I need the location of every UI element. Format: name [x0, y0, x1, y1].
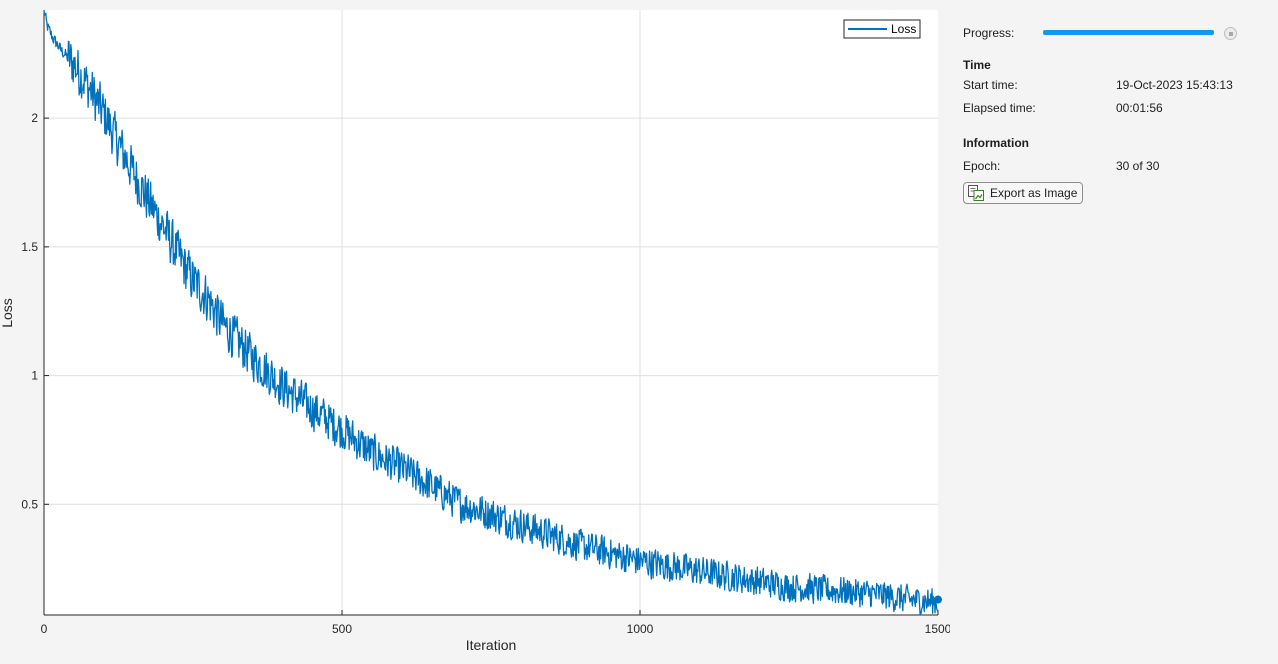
x-tick-label: 0	[41, 622, 48, 636]
x-tick-label: 500	[332, 622, 352, 636]
y-tick-label: 0.5	[21, 497, 38, 511]
export-as-image-button[interactable]: Export as Image	[963, 182, 1084, 204]
epoch-label: Epoch:	[963, 159, 1001, 173]
x-tick-label: 1500	[925, 622, 950, 636]
x-axis-title: Iteration	[466, 637, 517, 653]
y-tick-label: 1.5	[21, 240, 38, 254]
chart-svg: 0 500 1000 1500 0.5 1 1.5 2 Iteration Loss Loss	[0, 9, 950, 653]
elapsed-time-value: 00:01:56	[1116, 101, 1163, 115]
axes	[43, 10, 939, 616]
grid	[44, 10, 938, 615]
progress-label: Progress:	[963, 26, 1015, 40]
x-tick-label: 1000	[627, 622, 654, 636]
start-time-value: 19-Oct-2023 15:43:13	[1116, 78, 1233, 92]
start-time-label: Start time:	[963, 78, 1018, 92]
loss-series-line	[43, 9, 939, 616]
elapsed-time-label: Elapsed time:	[963, 101, 1036, 115]
progress-bar-fill	[1043, 30, 1214, 35]
legend-label-loss: Loss	[891, 22, 916, 36]
training-loss-chart: 0 500 1000 1500 0.5 1 1.5 2 Iteration Loss Loss	[0, 9, 950, 653]
y-tick-label: 2	[31, 111, 38, 125]
legend: Loss	[843, 19, 921, 39]
information-section-title: Information	[963, 136, 1029, 150]
y-axis-title: Loss	[0, 298, 15, 328]
epoch-value: 30 of 30	[1116, 159, 1160, 173]
series-layer	[43, 9, 942, 616]
export-as-image-label: Export as Image	[990, 186, 1078, 200]
export-image-icon	[968, 185, 984, 201]
tick-labels: 0 500 1000 1500 0.5 1 1.5 2	[21, 111, 950, 636]
y-tick-label: 1	[31, 369, 38, 383]
time-section-title: Time	[963, 58, 991, 72]
progress-bar	[1043, 30, 1214, 35]
stop-icon[interactable]	[1224, 27, 1237, 40]
loss-final-point	[934, 595, 942, 604]
